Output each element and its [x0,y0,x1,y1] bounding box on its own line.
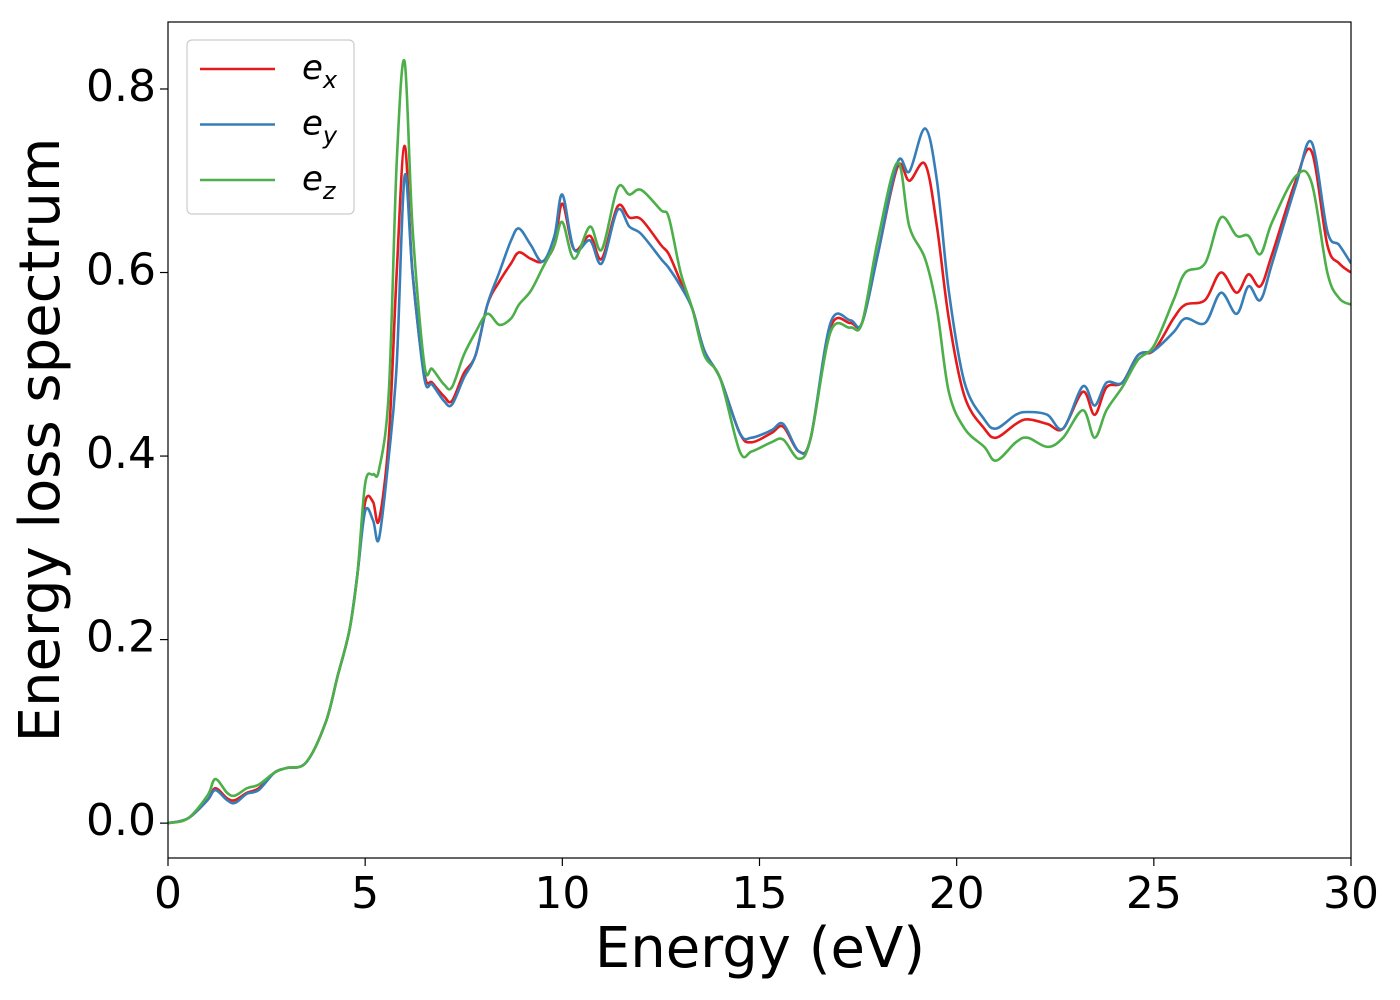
x-tick-label: 0 [154,868,182,919]
data-line [168,58,1351,825]
y-axis-label: Energy loss spectrum [8,138,73,743]
y-tick-label: 0.8 [86,61,156,112]
legend: ex ey ez [186,39,355,215]
x-tick-label: 15 [732,868,788,919]
y-tick-label: 0.2 [86,612,156,663]
legend-label: ey [302,104,338,150]
x-tick-label: 20 [929,868,985,919]
y-tick-label: 0.4 [86,428,156,479]
x-tick-label: 30 [1323,868,1379,919]
plot-frame [167,21,1352,859]
y-tick-label: 0.6 [86,245,156,296]
legend-label: ez [302,159,337,205]
data-line [168,127,1351,825]
legend-label: ex [302,48,338,94]
x-tick-label: 5 [351,868,379,919]
legend-box [186,39,355,215]
x-tick-label: 25 [1126,868,1182,919]
y-tick-label: 0.0 [86,795,156,846]
x-axis-label: Energy (eV) [595,916,925,981]
x-tick-label: 10 [534,868,590,919]
